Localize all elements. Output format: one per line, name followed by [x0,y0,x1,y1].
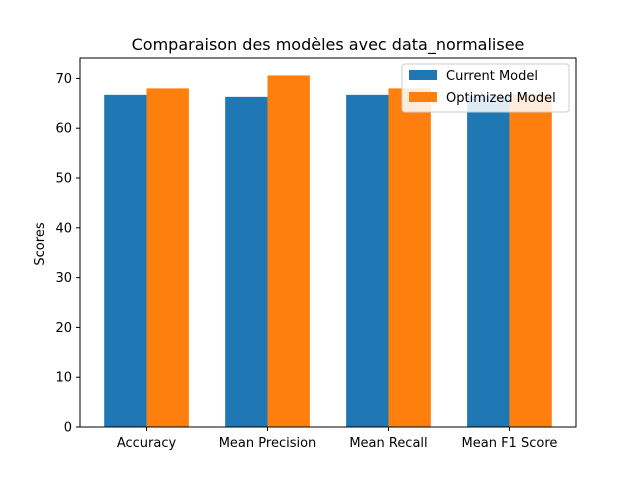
y-tick-label-5: 50 [55,172,72,187]
bar-current-0 [104,94,147,427]
legend-label-0: Current Model [446,69,538,84]
x-tick-label-1: Mean Precision [219,436,317,451]
y-tick-label-0: 0 [64,421,72,436]
plot-frame [79,57,577,428]
y-tick-label-1: 10 [55,371,72,386]
y-tick-label-3: 30 [55,271,72,286]
bar-optimized-3 [509,94,552,427]
legend: Current Model Optimized Model [401,63,570,113]
x-tick-label-2: Mean Recall [349,436,427,451]
legend-swatch-0 [409,70,437,80]
bar-current-3 [467,96,510,428]
x-tick-label-3: Mean F1 Score [462,436,558,451]
x-tick-label-0: Accuracy [117,436,177,451]
bar-optimized-2 [388,88,431,427]
y-tick-label-6: 60 [55,122,72,137]
bar-current-2 [346,94,389,427]
axes-layer: 0 10 20 30 40 50 60 70 Accuracy Mean Precision Mea… [55,57,577,451]
legend-label-1: Optimized Model [446,91,556,106]
y-tick-label-4: 40 [55,221,72,236]
legend-box [401,63,570,113]
legend-swatch-1 [409,92,437,102]
bar-current-1 [225,96,268,427]
y-tick-label-2: 20 [55,321,72,336]
bar-optimized-0 [146,88,189,427]
y-tick-label-7: 70 [55,72,72,87]
chart-title: Comparaison des modèles avec data_normal… [132,35,525,55]
bars-layer [104,75,552,428]
bar-optimized-1 [267,75,310,428]
y-axis-label: Scores [33,222,48,265]
